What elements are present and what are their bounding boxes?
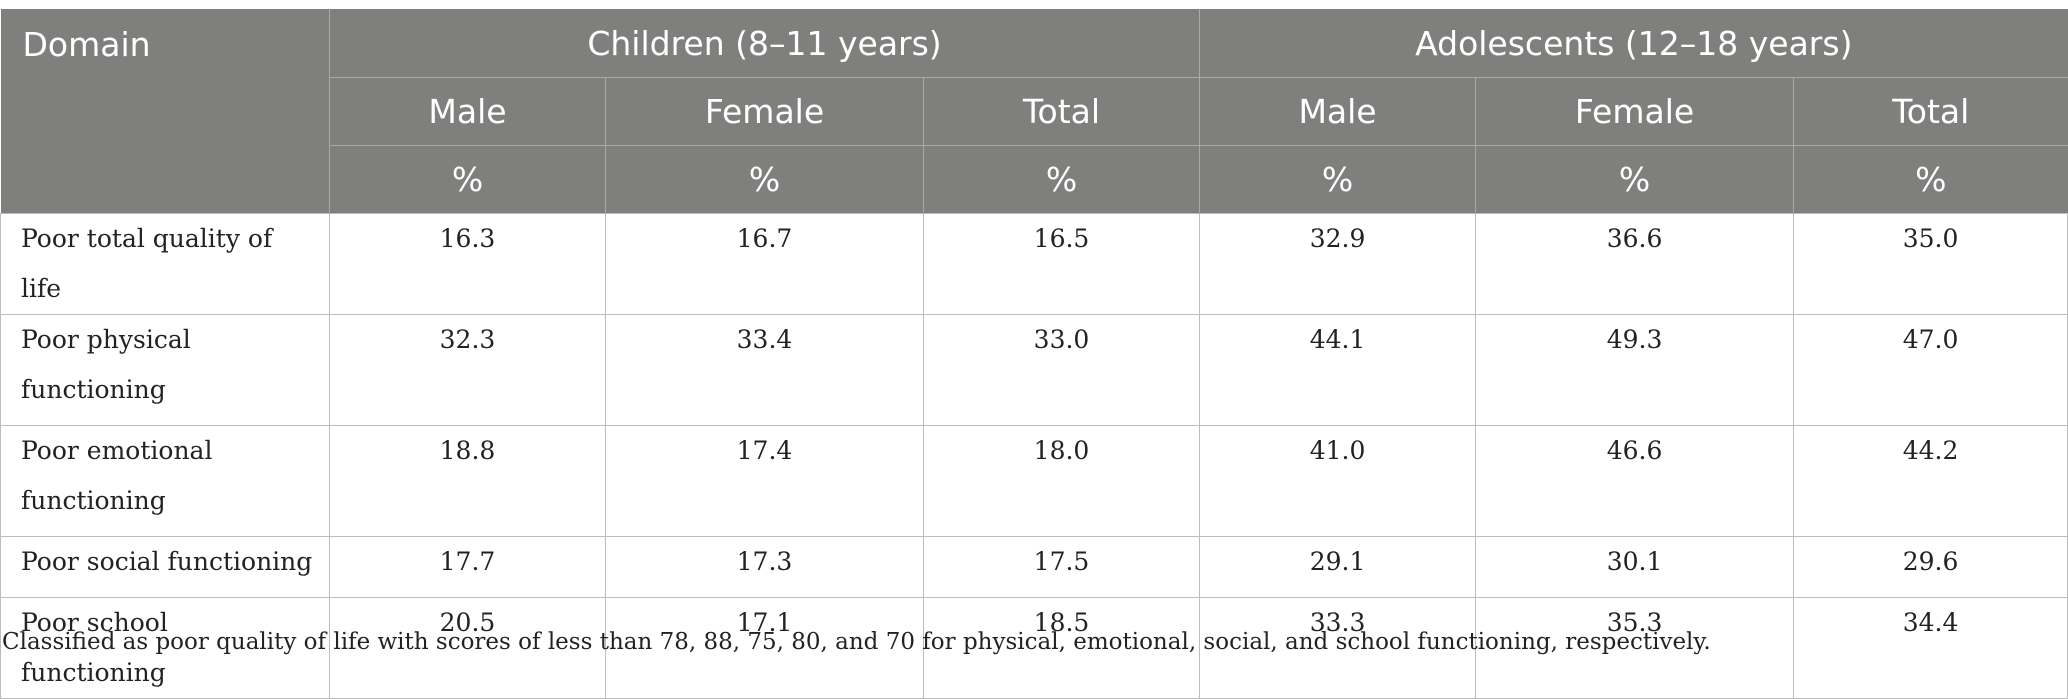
table-row: Poor social functioning 17.7 17.3 17.5 2… [0, 536, 2068, 598]
subheader-adolescents-female: Female [1475, 77, 1794, 146]
table-cell: 32.9 [1199, 213, 1477, 315]
header-group-adolescents: Adolescents (12–18 years) [1199, 9, 2068, 78]
row-label: Poor total quality of life [0, 213, 330, 315]
table-cell: 33.0 [922, 314, 1201, 426]
table-cell: 41.0 [1199, 425, 1477, 537]
row-label: Poor emotional functioning [0, 425, 330, 537]
unit-header: % [1793, 145, 2068, 214]
table-row: Poor total quality of life 16.3 16.7 16.… [0, 213, 2068, 315]
table-cell: 17.5 [922, 536, 1201, 598]
table-cell: 17.7 [329, 536, 606, 598]
unit-header: % [605, 145, 924, 214]
row-label: Poor social functioning [0, 536, 330, 598]
table-body: Poor total quality of life 16.3 16.7 16.… [0, 213, 2068, 699]
table-cell: 17.4 [605, 425, 924, 537]
table-footnote: Classified as poor quality of life with … [2, 629, 1711, 655]
table-cell: 29.6 [1793, 536, 2068, 598]
subheader-children-male: Male [329, 77, 606, 146]
unit-header: % [329, 145, 606, 214]
unit-header: % [1475, 145, 1794, 214]
table-cell: 47.0 [1793, 314, 2068, 426]
table-cell: 35.0 [1793, 213, 2068, 315]
subheader-children-female: Female [605, 77, 924, 146]
header-group-children: Children (8–11 years) [328, 9, 1200, 78]
table-cell: 18.8 [329, 425, 606, 537]
subheader-adolescents-total: Total [1793, 77, 2068, 146]
table-cell: 16.7 [605, 213, 924, 315]
table-cell: 32.3 [329, 314, 606, 426]
table-cell: 49.3 [1475, 314, 1795, 426]
table-cell: 33.4 [605, 314, 924, 426]
table-cell: 44.1 [1199, 314, 1477, 426]
table-cell: 16.3 [329, 213, 606, 315]
table-row: Poor physical functioning 32.3 33.4 33.0… [0, 314, 2068, 426]
table-cell: 30.1 [1475, 536, 1795, 598]
table-cell: 36.6 [1475, 213, 1795, 315]
table-header: Domain Children (8–11 years) Adolescents… [0, 9, 2068, 214]
table-cell: 29.1 [1199, 536, 1477, 598]
subheader-adolescents-male: Male [1199, 77, 1476, 146]
subheader-children-total: Total [922, 77, 1200, 146]
table-cell: 18.0 [922, 425, 1201, 537]
table-cell: 34.4 [1793, 597, 2068, 699]
table-cell: 16.5 [922, 213, 1201, 315]
table-cell: 17.3 [605, 536, 924, 598]
unit-header: % [922, 145, 1200, 214]
quality-of-life-table: Domain Children (8–11 years) Adolescents… [0, 9, 2068, 699]
header-domain: Domain [0, 9, 330, 214]
table-row: Poor emotional functioning 18.8 17.4 18.… [0, 425, 2068, 537]
row-label: Poor physical functioning [0, 314, 330, 426]
unit-header: % [1199, 145, 1476, 214]
table-cell: 44.2 [1793, 425, 2068, 537]
table-cell: 46.6 [1475, 425, 1795, 537]
table-container: Domain Children (8–11 years) Adolescents… [0, 9, 2068, 699]
